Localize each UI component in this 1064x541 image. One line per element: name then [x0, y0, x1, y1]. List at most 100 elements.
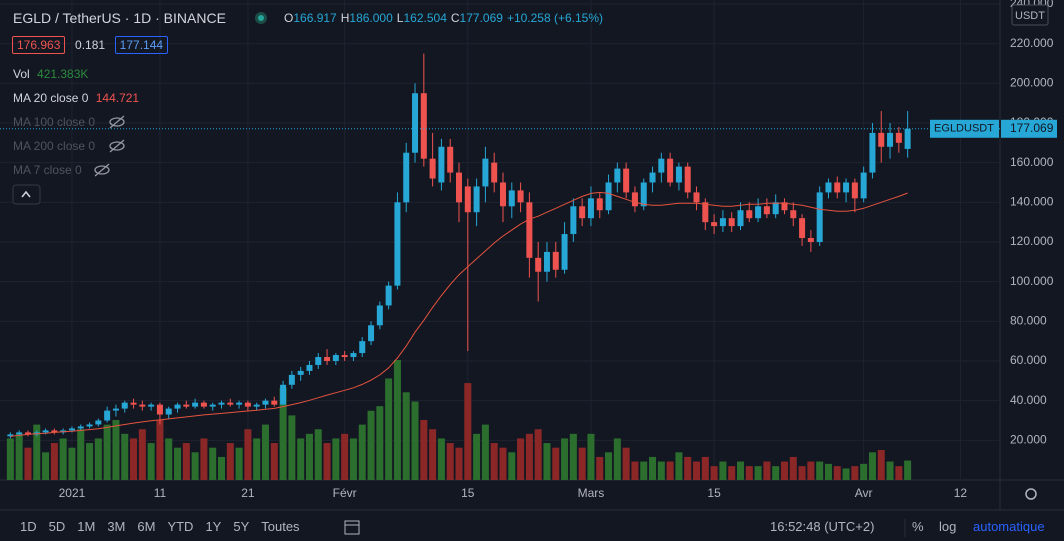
candle-body [719, 218, 726, 227]
ohlc-value: 166.917 [293, 11, 337, 25]
range-button[interactable]: 5Y [233, 519, 250, 534]
x-tick-label: Févr [333, 486, 357, 500]
auto-toggle[interactable]: automatique [973, 519, 1045, 534]
candle-body [869, 132, 876, 173]
settings-icon[interactable] [1025, 488, 1037, 500]
candle-body [200, 402, 207, 407]
volume-bar [77, 429, 85, 480]
volume-bar [640, 461, 648, 480]
unit-box[interactable] [1011, 4, 1049, 26]
volume-bar [490, 443, 498, 480]
candle-body [895, 132, 902, 143]
collapse-chevron [21, 190, 31, 198]
volume-bar [270, 443, 278, 480]
candle-body [324, 357, 331, 361]
volume-bar [6, 438, 14, 480]
volume-bar [666, 461, 674, 480]
volume-bar [649, 456, 657, 480]
volume-bar [420, 420, 428, 480]
eye-slash [109, 115, 125, 129]
candle-body [306, 364, 313, 371]
candle-body [491, 162, 498, 183]
volume-bar [587, 433, 595, 480]
volume-bar [94, 438, 102, 480]
range-button[interactable]: 1D [20, 519, 37, 534]
range-button[interactable]: YTD [167, 519, 194, 534]
ask-badge: 177.144 [114, 36, 169, 54]
volume-bar [385, 378, 393, 480]
x-tick-label: 2021 [59, 486, 86, 500]
ma-name: MA 20 close 0 [13, 91, 89, 105]
ohlc-key: O [284, 11, 294, 25]
collapse-button[interactable] [12, 184, 41, 205]
volume-bar [886, 461, 894, 480]
candle-body [121, 402, 128, 409]
y-tick-label: 140.000 [1010, 194, 1054, 208]
candle-body [763, 206, 770, 215]
eye-icon[interactable] [109, 117, 125, 127]
range-button[interactable]: 5D [48, 519, 66, 534]
axes: 20.000 40.000 60.000 80.000 100.000 120.000 14… [59, 0, 1054, 500]
volume-bar [596, 456, 604, 480]
candle-body [156, 404, 163, 415]
candle-body [816, 192, 823, 242]
candle-body [227, 402, 234, 405]
volume-bar [481, 424, 489, 480]
range-button[interactable]: Toutes [261, 519, 300, 534]
log-toggle[interactable]: log [939, 519, 957, 534]
volume-bar [904, 460, 912, 480]
candle-body [315, 357, 322, 365]
candle-body [77, 426, 84, 429]
candle-body [482, 158, 489, 187]
candle-body [535, 257, 542, 272]
hidden-icons [94, 115, 125, 177]
candle-body [385, 285, 392, 306]
candle-body [165, 408, 172, 415]
candle-body [271, 400, 278, 405]
volume-bar [657, 461, 665, 480]
range-button[interactable]: 1Y [205, 519, 222, 534]
candle-body [359, 341, 366, 354]
volume-bar [411, 401, 419, 480]
volume-bar [578, 447, 586, 480]
volume-bar [358, 424, 366, 480]
ohlc-key: H [340, 11, 350, 25]
candle-body [570, 206, 577, 235]
range-button[interactable]: 3M [107, 519, 126, 534]
volume-bar [710, 466, 718, 480]
volume-bar [613, 438, 621, 480]
volume-bar [789, 456, 797, 480]
range-buttons: 1D 5D 1M 3M 6M YTD 1Y 5Y Toutes [20, 519, 312, 534]
volume-bar [754, 466, 762, 480]
volume-bar [235, 447, 243, 480]
candle-body [403, 152, 410, 203]
bid-badge: 176.963 [12, 36, 66, 54]
volume-bar [393, 360, 401, 480]
candle-body [288, 374, 295, 385]
candle-body [456, 172, 463, 203]
x-tick-label: 11 [154, 486, 167, 500]
calendar-icon[interactable] [344, 520, 360, 535]
candle-body [702, 202, 709, 223]
volume-bar [534, 429, 542, 480]
range-button[interactable]: 1M [77, 519, 96, 534]
candle-body [526, 202, 533, 258]
eye-icon[interactable] [94, 165, 110, 175]
range-button[interactable]: 6M [137, 519, 156, 534]
eye-icon[interactable] [109, 141, 125, 151]
volume-bar [842, 468, 850, 480]
candle-body [807, 238, 814, 242]
candle-body [438, 146, 445, 183]
status-dot [258, 15, 264, 21]
volume-bar [182, 443, 190, 480]
candle-body [350, 353, 357, 358]
volume-bar [446, 443, 454, 480]
volume-bar [605, 452, 613, 480]
volume-bar [367, 410, 375, 480]
candle-body [332, 355, 339, 361]
volume-bar [780, 461, 788, 480]
volume-bar [701, 456, 709, 480]
candle-body [649, 172, 656, 183]
percent-toggle[interactable]: % [912, 519, 924, 534]
